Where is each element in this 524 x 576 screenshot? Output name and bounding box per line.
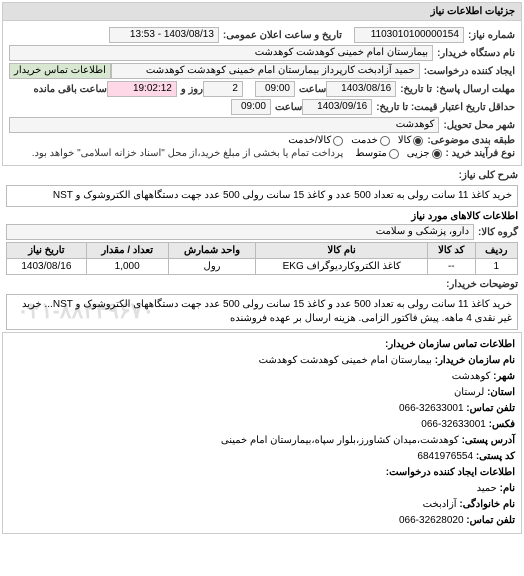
req-phone-label: تلفن تماس:	[466, 515, 515, 526]
need-no-field: 1103010100000154	[354, 27, 464, 43]
validity-time-field: 09:00	[231, 99, 271, 115]
radio-dot-icon	[413, 136, 423, 146]
radio-dot-icon	[333, 136, 343, 146]
city-label: شهر:	[493, 371, 515, 382]
province: لرستان	[454, 387, 484, 398]
org-name: بیمارستان امام خمینی کوهدشت کوهدشت	[259, 355, 432, 366]
radio-service[interactable]: خدمت	[351, 135, 390, 146]
addr: کوهدشت،میدان کشاورز،بلوار سپاه،بیمارستان…	[221, 435, 459, 446]
contact-panel: اطلاعات تماس سازمان خریدار: نام سازمان خ…	[2, 332, 522, 534]
days-label: روز و	[181, 84, 203, 95]
need-desc-label: شرح کلی نیاز:	[459, 170, 518, 181]
radio-medium[interactable]: متوسط	[355, 148, 398, 159]
row-buyer-note-label: توضیحات خریدار:	[6, 279, 518, 290]
org-header: اطلاعات تماس سازمان خریدار:	[385, 339, 515, 350]
deadline-time-field: 09:00	[255, 81, 295, 97]
req-phone: 32628020-066	[399, 515, 464, 526]
goods-table: ردیف کد کالا نام کالا واحد شمارش تعداد /…	[6, 242, 518, 275]
radio-dot-icon	[432, 149, 442, 159]
lname: آزادبخت	[423, 499, 457, 510]
panel-body: شماره نیاز: 1103010100000154 تاریخ و ساع…	[3, 21, 521, 165]
province-label: استان:	[487, 387, 515, 398]
cell-row: 1	[475, 259, 517, 275]
process-radio-group: جزیی متوسط	[355, 148, 441, 159]
buyer-device-label: نام دستگاه خریدار:	[437, 48, 515, 59]
postal-label: کد پستی:	[476, 451, 515, 462]
need-desc-field: خرید کاغذ 11 سانت رولی به تعداد 500 عدد …	[6, 185, 518, 207]
radio-goods[interactable]: کالا	[398, 135, 424, 146]
validity-label: حداقل تاریخ اعتبار قیمت: تا تاریخ:	[376, 102, 515, 113]
cell-code: --	[427, 259, 475, 275]
row-need-desc: شرح کلی نیاز:	[6, 170, 518, 181]
row-deadline: مهلت ارسال پاسخ: تا تاریخ: 1403/08/16 سا…	[9, 81, 515, 97]
col-code: کد کالا	[427, 243, 475, 259]
validity-date-field: 1403/09/16	[302, 99, 372, 115]
fax: 32633001-066	[421, 419, 486, 430]
announce-label: تاریخ و ساعت اعلان عمومی:	[223, 30, 342, 41]
lname-label: نام خانوادگی:	[459, 499, 515, 510]
deadline-date-field: 1403/08/16	[326, 81, 396, 97]
col-name: نام کالا	[256, 243, 428, 259]
col-row: ردیف	[475, 243, 517, 259]
remain-time-field: 19:02:12	[107, 81, 177, 97]
cell-unit: رول	[168, 259, 256, 275]
col-date: تاریخ نیاز	[7, 243, 87, 259]
city: کوهدشت	[452, 371, 491, 382]
table-row: 1 -- کاغذ الکتروکاردیوگراف EKG رول 1,000…	[7, 259, 518, 275]
delivery-city-field: کوهدشت	[9, 117, 439, 133]
row-validity: حداقل تاریخ اعتبار قیمت: تا تاریخ: 1403/…	[9, 99, 515, 115]
buyer-device-field: بیمارستان امام خمینی کوهدشت کوهدشت	[9, 45, 433, 61]
creator-label: ایجاد کننده درخواست:	[424, 66, 515, 77]
radio-minor[interactable]: جزیی	[407, 148, 442, 159]
phone: 32633001-066	[399, 403, 464, 414]
pay-note: پرداخت تمام یا بخشی از مبلغ خرید،از محل …	[32, 148, 344, 159]
creator-field: حمید آزادبخت کارپرداز بیمارستان امام خمی…	[111, 63, 420, 79]
row-subject: طبقه بندی موضوعی: کالا خدمت کالا/خدمت	[9, 135, 515, 146]
name: حمید	[477, 483, 497, 494]
main-panel: جزئیات اطلاعات نیاز شماره نیاز: 11030101…	[2, 2, 522, 166]
until-label: تا تاریخ:	[400, 84, 432, 95]
row-buyer-device: نام دستگاه خریدار: بیمارستان امام خمینی …	[9, 45, 515, 61]
fax-label: فکس:	[489, 419, 515, 430]
cell-name: کاغذ الکتروکاردیوگراف EKG	[256, 259, 428, 275]
radio-both[interactable]: کالا/خدمت	[288, 135, 343, 146]
time-label-1: ساعت	[299, 84, 326, 95]
col-unit: واحد شمارش	[168, 243, 256, 259]
buyer-note-field: خرید کاغذ 11 سانت رولی به تعداد 500 عدد …	[6, 294, 518, 330]
col-qty: تعداد / مقدار	[86, 243, 168, 259]
announce-field: 1403/08/13 - 13:53	[109, 27, 219, 43]
row-need-no: شماره نیاز: 1103010100000154 تاریخ و ساع…	[9, 27, 515, 43]
row-creator: ایجاد کننده درخواست: حمید آزادبخت کارپرد…	[9, 63, 515, 79]
requester-header: اطلاعات ایجاد کننده درخواست:	[386, 467, 515, 478]
radio-dot-icon	[389, 149, 399, 159]
name-label: نام:	[500, 483, 515, 494]
cell-date: 1403/08/16	[7, 259, 87, 275]
postal: 6841976554	[417, 451, 473, 462]
days-field: 2	[203, 81, 243, 97]
contact-info-button[interactable]: اطلاعات تماس خریدار	[9, 63, 111, 79]
buy-process-label: نوع فرآیند خرید :	[446, 148, 515, 159]
subject-label: طبقه بندی موضوعی:	[427, 135, 515, 146]
row-goods-group: گروه کالا: دارو، پزشکی و سلامت	[6, 224, 518, 240]
radio-dot-icon	[380, 136, 390, 146]
remain-label: ساعت باقی مانده	[33, 84, 106, 95]
row-delivery-city: شهر محل تحویل: کوهدشت	[9, 117, 515, 133]
contact-block: اطلاعات تماس سازمان خریدار: نام سازمان خ…	[3, 333, 521, 533]
need-no-label: شماره نیاز:	[468, 30, 515, 41]
deadline-label: مهلت ارسال پاسخ:	[436, 84, 515, 95]
buyer-note-label: توضیحات خریدار:	[446, 279, 518, 290]
cell-qty: 1,000	[86, 259, 168, 275]
goods-group-field: دارو، پزشکی و سلامت	[6, 224, 474, 240]
addr-label: آدرس پستی:	[462, 435, 515, 446]
goods-group-label: گروه کالا:	[478, 227, 518, 238]
org-name-label: نام سازمان خریدار:	[435, 355, 515, 366]
panel-title: جزئیات اطلاعات نیاز	[3, 3, 521, 21]
table-header-row: ردیف کد کالا نام کالا واحد شمارش تعداد /…	[7, 243, 518, 259]
subject-radio-group: کالا خدمت کالا/خدمت	[288, 135, 423, 146]
phone-label: تلفن تماس:	[466, 403, 515, 414]
time-label-2: ساعت	[275, 102, 302, 113]
row-buy-process: نوع فرآیند خرید : جزیی متوسط پرداخت تمام…	[9, 148, 515, 159]
goods-info-header: اطلاعات کالاهای مورد نیاز	[6, 211, 518, 222]
delivery-city-label: شهر محل تحویل:	[443, 120, 515, 131]
